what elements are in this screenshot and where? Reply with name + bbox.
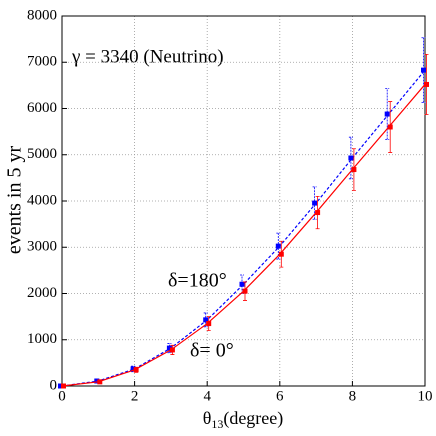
y-tick-label: 3000 xyxy=(27,239,57,255)
y-tick-label: 1000 xyxy=(27,331,57,347)
data-point xyxy=(351,167,357,173)
y-tick-label: 5000 xyxy=(27,146,57,162)
x-label-part: (degree) xyxy=(223,408,283,429)
data-point xyxy=(348,155,354,161)
series-label: δ= 0° xyxy=(190,340,234,362)
data-point xyxy=(275,243,281,249)
data-point xyxy=(242,288,248,294)
data-point xyxy=(315,210,321,216)
error-bar xyxy=(421,37,426,103)
data-point xyxy=(206,321,212,327)
x-tick-label: 8 xyxy=(349,388,357,404)
x-tick-label: 4 xyxy=(203,388,211,404)
series-label: δ=180° xyxy=(168,270,227,292)
x-label-part: 13 xyxy=(211,417,223,431)
data-point xyxy=(133,367,139,373)
x-tick-label: 10 xyxy=(418,388,433,404)
series-line xyxy=(61,84,426,387)
y-tick-label: 7000 xyxy=(27,54,57,70)
data-point xyxy=(61,383,66,389)
data-point xyxy=(239,281,245,287)
x-tick-label: 0 xyxy=(58,388,66,404)
data-point xyxy=(97,379,103,385)
data-point xyxy=(203,317,209,323)
x-tick-label: 6 xyxy=(276,388,284,404)
y-tick-label: 8000 xyxy=(27,7,57,23)
data-point xyxy=(94,378,100,384)
data-point xyxy=(166,345,172,351)
data-point xyxy=(424,81,429,87)
data-point xyxy=(278,251,284,257)
y-tick-label: 0 xyxy=(50,377,58,393)
x-tick-label: 2 xyxy=(131,388,139,404)
x-label-part: θ xyxy=(203,408,212,428)
data-point xyxy=(384,111,390,117)
series-line xyxy=(61,69,426,387)
y-tick-label: 2000 xyxy=(27,285,57,301)
data-point xyxy=(130,366,136,372)
y-axis-label: events in 5 yr xyxy=(4,146,26,255)
y-tick-label: 4000 xyxy=(27,192,57,208)
annotation: γ = 3340 (Neutrino) xyxy=(71,46,224,67)
y-tick-label: 6000 xyxy=(27,100,57,116)
data-point xyxy=(421,67,426,73)
plot-frame xyxy=(61,15,426,387)
data-point xyxy=(387,124,393,130)
data-point xyxy=(312,200,318,206)
data-point xyxy=(58,383,63,389)
x-axis-label: θ13(degree) xyxy=(203,408,284,431)
data-point xyxy=(169,347,175,353)
